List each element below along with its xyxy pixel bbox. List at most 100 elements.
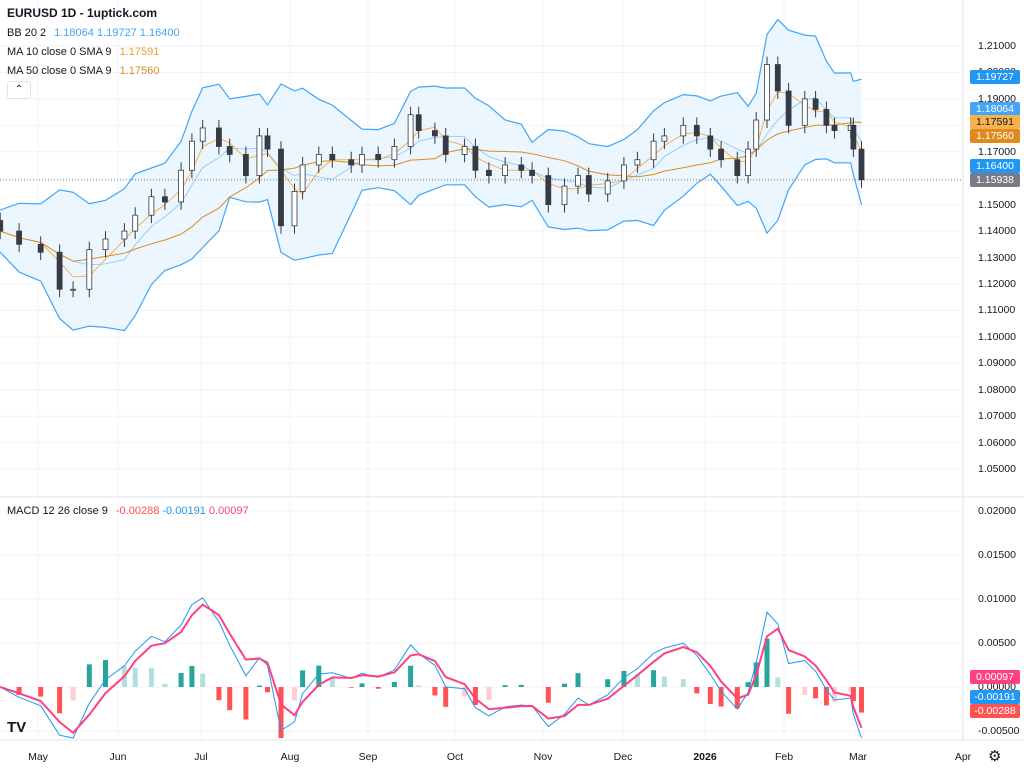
- macd-histogram-bar: [70, 687, 76, 701]
- macd-histogram-bar: [802, 687, 808, 696]
- macd-histogram-bar: [775, 677, 781, 687]
- legend-ma10[interactable]: MA 10 close 0 SMA 9 1.17591: [7, 46, 159, 58]
- macd-histogram-bar: [408, 665, 414, 687]
- macd-axis-label: 0.00500: [978, 637, 1016, 649]
- price-badge: 1.17591: [970, 115, 1020, 129]
- macd-axis-label: 0.01500: [978, 549, 1016, 561]
- macd-histogram-bar: [562, 683, 567, 687]
- candle-body: [502, 164, 509, 176]
- macd-signal-value: 0.00097: [208, 505, 249, 517]
- price-axis-label: 1.21000: [978, 40, 1016, 52]
- candle-body: [707, 135, 714, 150]
- macd-axis-label: -0.00500: [978, 725, 1020, 737]
- macd-histogram-bar: [432, 687, 438, 696]
- macd-histogram-bar: [243, 687, 249, 720]
- candle-body: [485, 169, 492, 176]
- price-badge: 1.16400: [970, 159, 1020, 173]
- macd-histogram-bar: [86, 664, 92, 687]
- chevron-up-icon: ⌃: [14, 84, 24, 95]
- legend-macd[interactable]: MACD 12 26 close 9 -0.00288 -0.00191 0.00…: [7, 505, 249, 517]
- candle-body: [299, 164, 306, 192]
- time-axis-label: Feb: [774, 751, 794, 763]
- candle-body: [375, 154, 382, 161]
- price-badge: 1.15938: [970, 173, 1020, 187]
- candle-body: [0, 220, 4, 232]
- price-badge: 1.17560: [970, 129, 1020, 143]
- macd-histogram-bar: [132, 667, 138, 687]
- price-badge: 1.19727: [970, 70, 1020, 84]
- collapse-legend-button[interactable]: ⌃: [7, 81, 31, 99]
- macd-histogram-bar: [486, 687, 492, 701]
- gear-icon[interactable]: ⚙: [988, 748, 1002, 765]
- candle-body: [37, 243, 44, 253]
- candle-body: [161, 196, 168, 203]
- bb-label: BB 20 2: [7, 27, 47, 39]
- price-axis-label: 1.15000: [978, 198, 1016, 211]
- candle-body: [745, 148, 751, 176]
- macd-histogram-bar: [348, 687, 354, 688]
- time-axis-label: Apr: [954, 751, 972, 763]
- price-badge: 1.18064: [970, 102, 1020, 116]
- legend-ma50[interactable]: MA 50 close 0 SMA 9 1.17560: [7, 65, 159, 77]
- legend-bb[interactable]: BB 20 2 1.18064 1.19727 1.16400: [7, 27, 180, 39]
- price-axis-label: 1.10000: [978, 330, 1016, 343]
- candle-body: [585, 175, 592, 195]
- macd-histogram-bar: [472, 687, 478, 706]
- tradingview-logo[interactable]: TV: [7, 716, 37, 742]
- macd-histogram-bar: [316, 665, 322, 687]
- macd-histogram-bar: [745, 682, 751, 687]
- candle-body: [753, 119, 760, 150]
- macd-histogram-bar: [605, 679, 611, 687]
- ma50-value: 1.17560: [119, 65, 160, 77]
- price-axis-label: 1.08000: [978, 383, 1016, 396]
- price-axis-label: 1.14000: [978, 225, 1016, 238]
- candle-body: [693, 124, 700, 137]
- bb-upper-line: [0, 18, 862, 211]
- macd-histogram-bar: [200, 673, 206, 687]
- macd-histogram-bar: [718, 687, 724, 707]
- macd-histogram-bar: [621, 670, 627, 687]
- bb-basis-value: 1.18064: [54, 27, 94, 39]
- candle-body: [215, 127, 222, 147]
- macd-histogram-bar: [216, 687, 222, 701]
- macd-badge: 0.00097: [970, 670, 1020, 684]
- candle-body: [178, 169, 185, 203]
- candle-body: [391, 146, 398, 161]
- candle-body: [831, 124, 838, 132]
- candle-body: [86, 249, 93, 290]
- macd-histogram-bar: [832, 687, 837, 703]
- chart-title: EURUSD 1D - 1uptick.com: [7, 6, 158, 20]
- macd-histogram-bar: [178, 673, 184, 687]
- macd-histogram-bar: [38, 687, 44, 697]
- candle-body: [102, 238, 109, 250]
- price-axis-label: 1.12000: [978, 277, 1016, 290]
- macd-histogram-bar: [227, 687, 233, 711]
- signal-line: [0, 603, 863, 735]
- macd-histogram-bar: [661, 676, 667, 687]
- macd-histogram-bar: [813, 687, 819, 699]
- candle-body: [407, 114, 414, 147]
- candle-body: [734, 159, 741, 176]
- candle-body: [472, 146, 479, 171]
- macd-histogram-bar: [189, 665, 195, 687]
- bb-lower-value: 1.16400: [139, 27, 180, 39]
- candle-body: [359, 154, 365, 166]
- macd-histogram-bar: [859, 687, 864, 713]
- macd-histogram-bar: [502, 685, 508, 687]
- svg-text:TV: TV: [7, 719, 26, 736]
- time-axis-label: Jun: [109, 751, 127, 763]
- candle-body: [256, 135, 263, 176]
- macd-label: MACD 12 26 close 9: [7, 505, 108, 517]
- macd-histogram-bar: [278, 687, 284, 738]
- time-axis-label: Dec: [613, 751, 633, 763]
- candle-body: [518, 164, 525, 171]
- macd-histogram-bar: [680, 679, 686, 687]
- candle-body: [461, 146, 468, 155]
- macd-histogram-bar: [634, 673, 640, 687]
- macd-histogram-bar: [850, 687, 856, 702]
- macd-histogram-bar: [443, 687, 449, 707]
- macd-histogram-bar: [391, 681, 397, 687]
- candle-body: [16, 230, 23, 245]
- candle-body: [291, 191, 298, 227]
